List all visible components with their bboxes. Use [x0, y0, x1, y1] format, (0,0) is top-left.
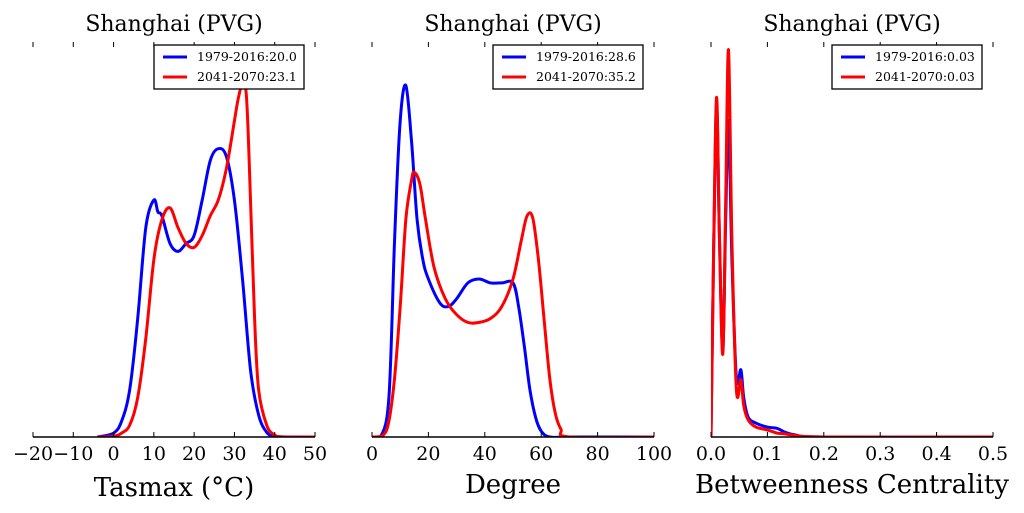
- x-tick-label: 0.1: [752, 443, 782, 465]
- x-tick-label: 0.3: [865, 443, 895, 465]
- legend-label: 1979-2016:0.03: [875, 49, 975, 64]
- x-tick-label: 0.2: [809, 443, 839, 465]
- x-tick-label: 60: [529, 443, 553, 465]
- series-line-future: [372, 170, 654, 437]
- x-tick-label: 40: [263, 443, 287, 465]
- x-tick-label: 30: [222, 443, 246, 465]
- x-tick-label: 0: [108, 443, 120, 465]
- legend-frame: [831, 44, 983, 90]
- subplot-title: Shanghai (PVG): [85, 12, 262, 37]
- x-tick-label: −10: [53, 443, 93, 465]
- x-axis-label: Betweenness Centrality: [695, 470, 1009, 500]
- legend-label: 2041-2070:0.03: [875, 69, 975, 84]
- legend: 1979-2016:20.0 2041-2070:23.1: [153, 44, 305, 90]
- x-tick-label: 0.5: [978, 443, 1008, 465]
- series-line-historical: [97, 146, 315, 437]
- legend-frame: [153, 44, 305, 90]
- series-line-future: [711, 48, 993, 437]
- x-axis-label: Tasmax (°C): [94, 473, 254, 503]
- x-tick-label: 10: [142, 443, 166, 465]
- x-tick-label: 20: [416, 443, 440, 465]
- x-tick-label: 0.0: [696, 443, 726, 465]
- legend-label: 1979-2016:28.6: [536, 49, 636, 64]
- x-tick-label: −20: [13, 443, 53, 465]
- legend-label: 2041-2070:35.2: [536, 69, 636, 84]
- subplot-1: Shanghai (PVG) −20 −10 0 10 20 30 40 50 Tasmax (°…: [13, 12, 327, 503]
- legend-frame: [492, 44, 644, 90]
- legend: 1979-2016:0.03 2041-2070:0.03: [831, 44, 983, 90]
- x-tick-label: 100: [636, 443, 672, 465]
- x-tick-label: 50: [303, 443, 327, 465]
- x-tick-label: 20: [182, 443, 206, 465]
- series-line-future: [97, 82, 315, 437]
- legend-label: 1979-2016:20.0: [197, 49, 297, 64]
- x-tick-label: 80: [586, 443, 610, 465]
- series-line-historical: [372, 83, 654, 437]
- x-tick-label: 0.4: [921, 443, 951, 465]
- x-tick-label: 0: [366, 443, 378, 465]
- x-tick-label: 40: [473, 443, 497, 465]
- subplot-3: Shanghai (PVG) 0.0 0.1 0.2 0.3 0.4 0.5 Betweenn…: [695, 12, 1009, 500]
- subplot-title: Shanghai (PVG): [424, 12, 601, 37]
- legend: 1979-2016:28.6 2041-2070:35.2: [492, 44, 644, 90]
- series-line-historical: [711, 103, 993, 437]
- subplot-2: Shanghai (PVG) 0 20 40 60 80 100 Degree 1979-201…: [366, 12, 672, 500]
- subplot-title: Shanghai (PVG): [763, 12, 940, 37]
- x-axis-label: Degree: [465, 470, 561, 500]
- legend-label: 2041-2070:23.1: [197, 69, 297, 84]
